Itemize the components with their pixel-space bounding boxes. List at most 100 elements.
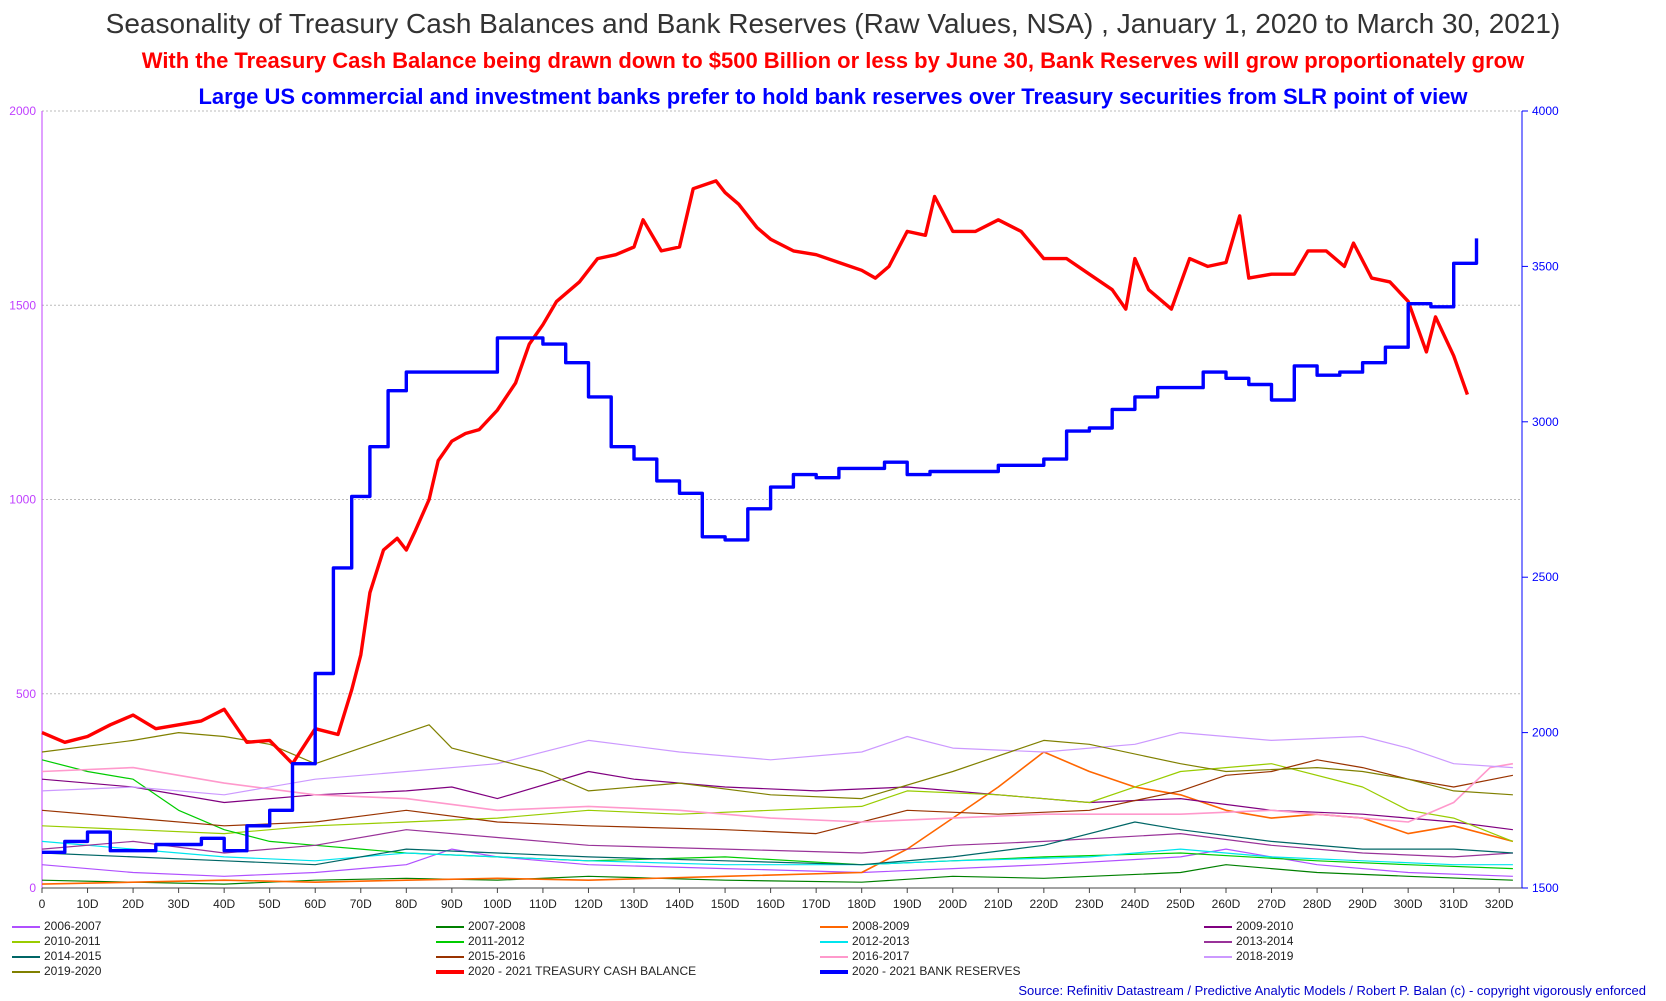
y-right-tick-label: 3500	[1532, 259, 1559, 273]
legend-swatch	[1204, 940, 1232, 943]
x-tick-label: 250D	[1166, 897, 1195, 911]
legend-swatch	[820, 925, 848, 928]
legend-label: 2010-2011	[44, 934, 101, 948]
series-line-14	[42, 238, 1479, 854]
legend-item: 2007-2008	[436, 919, 525, 933]
y-left-tick-label: 1500	[9, 298, 36, 312]
x-tick-label: 210D	[984, 897, 1013, 911]
legend-swatch	[1204, 955, 1232, 958]
legend-swatch	[12, 940, 40, 943]
legend-label: 2012-2013	[852, 934, 910, 948]
series-line-9	[41, 759, 1514, 835]
legend-swatch	[820, 969, 848, 974]
legend-label: 2020 - 2021 TREASURY CASH BALANCE	[468, 964, 697, 978]
x-tick-label: 240D	[1121, 897, 1150, 911]
series-line-8	[41, 821, 1513, 866]
series-line-10	[41, 762, 1514, 823]
legend-swatch	[1204, 925, 1232, 928]
legend-swatch	[820, 955, 848, 958]
legend-label: 2014-2015	[44, 949, 102, 963]
x-tick-label: 160D	[756, 897, 785, 911]
chart-legend: 2006-2007 2007-2008 2008-2009 2009-2010 2010…	[12, 919, 1652, 979]
chart-title: Seasonality of Treasury Cash Balances an…	[105, 8, 1561, 39]
legend-item: 2019-2020	[12, 964, 101, 978]
y-right-tick-label: 3000	[1532, 415, 1559, 429]
y-left-tick-label: 0	[29, 881, 36, 895]
y-right-tick-label: 1500	[1532, 881, 1559, 895]
x-tick-label: 130D	[620, 897, 649, 911]
x-tick-label: 70D	[350, 897, 372, 911]
x-tick-label: 290D	[1348, 897, 1377, 911]
legend-item: 2009-2010	[1204, 919, 1293, 933]
x-tick-label: 30D	[168, 897, 190, 911]
legend-swatch	[436, 940, 464, 943]
series-line-0	[41, 848, 1513, 877]
chart-subtitle-blue: Large US commercial and investment banks…	[198, 84, 1468, 109]
legend-item: 2016-2017	[820, 949, 909, 963]
x-tick-label: 50D	[259, 897, 281, 911]
legend-item: 2020 - 2021 BANK RESERVES	[820, 964, 1021, 978]
legend-label: 2009-2010	[1236, 919, 1294, 933]
legend-swatch	[820, 940, 848, 943]
x-tick-label: 310D	[1439, 897, 1468, 911]
x-tick-label: 280D	[1303, 897, 1332, 911]
legend-swatch	[436, 955, 464, 958]
legend-label: 2018-2019	[1236, 949, 1294, 963]
legend-label: 2008-2009	[852, 919, 910, 933]
legend-item: 2008-2009	[820, 919, 909, 933]
y-left-tick-label: 1000	[9, 493, 36, 507]
legend-item: 2006-2007	[12, 919, 101, 933]
legend-item: 2012-2013	[820, 934, 909, 948]
legend-label: 2015-2016	[468, 949, 526, 963]
series-line-13	[41, 179, 1470, 766]
x-tick-label: 140D	[665, 897, 694, 911]
x-tick-label: 100D	[483, 897, 512, 911]
legend-label: 2013-2014	[1236, 934, 1294, 948]
series-line-3	[41, 770, 1513, 831]
legend-label: 2016-2017	[852, 949, 910, 963]
series-line-6	[41, 840, 1513, 866]
x-tick-label: 90D	[441, 897, 463, 911]
series-line-1	[41, 864, 1513, 885]
x-tick-label: 270D	[1257, 897, 1286, 911]
x-tick-label: 80D	[395, 897, 417, 911]
y-left-tick-label: 500	[16, 687, 36, 701]
legend-swatch	[12, 925, 40, 928]
legend-item: 2018-2019	[1204, 949, 1293, 963]
y-left-tick-label: 2000	[9, 104, 36, 118]
x-tick-label: 300D	[1394, 897, 1423, 911]
legend-item: 2014-2015	[12, 949, 101, 963]
legend-item: 2011-2012	[436, 934, 525, 948]
y-right-tick-label: 2500	[1532, 570, 1559, 584]
x-tick-label: 120D	[574, 897, 603, 911]
x-tick-label: 110D	[529, 897, 557, 911]
legend-swatch	[12, 955, 40, 958]
x-tick-label: 10D	[77, 897, 99, 911]
series-line-4	[41, 763, 1514, 842]
legend-item: 2015-2016	[436, 949, 525, 963]
legend-label: 2019-2020	[44, 964, 102, 978]
legend-label: 2007-2008	[468, 919, 526, 933]
legend-swatch	[436, 969, 464, 974]
x-tick-label: 40D	[213, 897, 235, 911]
legend-item: 2013-2014	[1204, 934, 1293, 948]
legend-label: 2020 - 2021 BANK RESERVES	[852, 964, 1021, 978]
x-tick-label: 230D	[1075, 897, 1104, 911]
y-right-tick-label: 4000	[1532, 104, 1559, 118]
source-note: Source: Refinitiv Datastream / Predictiv…	[1018, 983, 1646, 998]
legend-swatch	[436, 925, 464, 928]
x-tick-label: 190D	[893, 897, 922, 911]
legend-item: 2020 - 2021 TREASURY CASH BALANCE	[436, 964, 696, 978]
x-tick-label: 180D	[847, 897, 876, 911]
x-tick-label: 0	[39, 897, 46, 911]
x-tick-label: 200D	[938, 897, 967, 911]
x-tick-label: 260D	[1212, 897, 1241, 911]
legend-label: 2006-2007	[44, 919, 102, 933]
x-tick-label: 20D	[122, 897, 144, 911]
legend-label: 2011-2012	[468, 934, 525, 948]
x-tick-label: 170D	[802, 897, 831, 911]
chart-subtitle-red: With the Treasury Cash Balance being dra…	[141, 48, 1525, 73]
y-right-tick-label: 2000	[1532, 726, 1559, 740]
series-line-12	[41, 724, 1513, 800]
